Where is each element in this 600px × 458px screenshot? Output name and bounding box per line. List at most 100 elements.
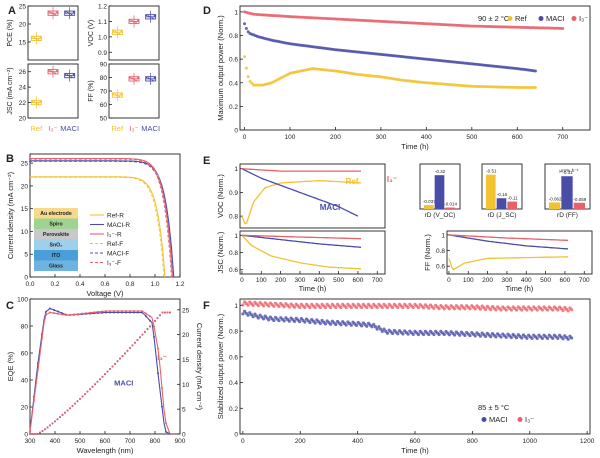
panel-f-point-i3: [391, 305, 395, 310]
panel-a-point: [147, 77, 150, 80]
panel-c-jsc-point: [86, 390, 89, 393]
panel-f-point-maci: [499, 335, 503, 339]
panel-c-jsc-point: [161, 311, 164, 314]
panel-c-jsc-point: [106, 370, 109, 373]
panel-f-point-maci: [432, 332, 436, 337]
panel-f-point-i3: [313, 305, 317, 310]
panel-f-point-i3: [411, 305, 415, 310]
panel-f-point-maci: [308, 320, 312, 325]
panel-c-jsc-point: [116, 360, 119, 363]
panel-c-jsc-point: [91, 385, 94, 388]
panel-a-point: [118, 95, 121, 98]
panel-c-eqe-point: [109, 310, 111, 313]
panel-a-frame: [108, 5, 160, 61]
panel-c-xtick-label: 900: [175, 438, 186, 445]
panel-a-point: [39, 36, 42, 39]
panel-a-ylabel: VOC (V): [88, 20, 95, 46]
panel-f-point-i3: [385, 305, 390, 310]
panel-f-point-maci: [530, 336, 534, 340]
panel-c-eqe-point: [105, 310, 107, 313]
panel-a-point: [116, 31, 119, 34]
panel-b-stack-label: ITO: [52, 253, 61, 259]
panel-e-curve-maci: [448, 234, 569, 250]
panel-c-jsc-point: [101, 375, 104, 378]
panel-f-point-maci: [561, 337, 565, 341]
panel-f-point-i3: [489, 307, 493, 312]
panel-f-point-i3: [375, 305, 379, 310]
panel-b-jv-curve-ref: [30, 176, 166, 278]
panel-b-xtick-label: 0.8: [125, 281, 134, 288]
panel-e-curve-maci: [241, 168, 359, 217]
panel-f-point-i3: [473, 307, 477, 311]
panel-c-jsc-point: [54, 420, 56, 423]
panel-a-ytick-label: 1.1: [98, 19, 107, 26]
panel-c-jsc-point: [164, 311, 166, 314]
panel-f-point-i3: [447, 307, 452, 311]
panel-f-point-maci: [375, 327, 379, 331]
panel-f-point-i3: [339, 305, 343, 310]
panel-f-point-maci: [365, 324, 369, 328]
panel-e-curve-i3: [448, 234, 569, 242]
panel-e-label-i3: I₃⁻: [387, 175, 397, 184]
panel-f-point-i3: [540, 308, 544, 312]
panel-f-point-maci: [272, 318, 276, 323]
panel-b-stack-layer: [34, 218, 78, 229]
panel-e-bar-value: -0.51: [486, 169, 497, 174]
panel-f-ytick-label: 0.6: [229, 354, 238, 361]
panel-f-point-maci: [303, 320, 307, 324]
panel-c-eqe-point: [65, 313, 67, 316]
panel-f-point-i3: [241, 303, 245, 307]
panel-f-point-i3: [525, 308, 529, 312]
panel-f-ytick-label: 1: [234, 303, 238, 310]
panel-e-bar-maci: [434, 175, 445, 209]
panel-c-jsc-point: [29, 433, 31, 435]
panel-f-xtick-label: 1200: [580, 438, 595, 445]
panel-d-point-i3: [561, 26, 565, 30]
panel-e-bar-ref: [549, 202, 561, 209]
panel-f-point-maci: [422, 332, 426, 337]
panel-a-point: [50, 70, 52, 73]
panel-a-point: [116, 94, 119, 97]
panel-f-ytick-label: 0.4: [229, 380, 238, 387]
panel-a-point: [70, 13, 73, 16]
panel-f-point-i3: [256, 304, 260, 308]
panel-a-point: [68, 75, 71, 78]
panel-c-label-i3: I₃⁻: [157, 353, 167, 362]
panel-c-eqe-point: [85, 312, 87, 315]
panel-f-point-i3: [427, 306, 431, 310]
panel-c-jsc-point: [31, 433, 34, 435]
panel-c-jsc-point: [84, 393, 86, 396]
panel-e-ylabel: FF (Norm.): [423, 234, 432, 271]
panel-c-eqe-point: [113, 310, 115, 313]
panel-a-ylabel: FF (%): [88, 80, 95, 101]
panel-b-ytick-label: 10: [21, 229, 29, 236]
panel-c-eqe-point: [149, 315, 151, 318]
panel-c-jsc-point: [34, 433, 36, 435]
panel-f-point-i3: [463, 307, 467, 311]
panel-f-point-i3: [329, 305, 333, 310]
panel-f-point-i3: [365, 305, 369, 310]
panel-f-point-maci: [370, 325, 374, 329]
panel-e-frame: [446, 230, 593, 275]
panel-f-point-maci: [458, 333, 462, 337]
panel-f-point-i3: [566, 309, 570, 313]
panel-f-point-i3: [344, 305, 348, 310]
panel-c-jsc-point: [74, 402, 76, 405]
panel-f-point-i3: [246, 303, 250, 307]
panel-a-point: [135, 79, 137, 82]
panel-f-point-maci: [489, 334, 493, 339]
panel-a-ytick-label: 20: [19, 116, 27, 123]
panel-d-legend-label: MACI: [546, 14, 565, 23]
panel-f-point-i3: [380, 305, 384, 310]
panel-a-point: [149, 16, 152, 19]
panel-c-jsc-point: [141, 333, 144, 336]
panel-f-point-i3: [458, 307, 462, 311]
panel-f-point-i3: [551, 308, 555, 312]
panel-d-xtick-label: 0: [243, 134, 247, 141]
panel-e-curve-maci: [241, 234, 362, 248]
panel-d-xtick-label: 200: [330, 134, 341, 141]
panel-b-stack-layer: [34, 239, 78, 250]
panel-b-stack-label: Spiro: [49, 222, 62, 228]
panel-b-xtick-label: 0.4: [75, 281, 84, 288]
panel-a-point: [114, 93, 117, 96]
